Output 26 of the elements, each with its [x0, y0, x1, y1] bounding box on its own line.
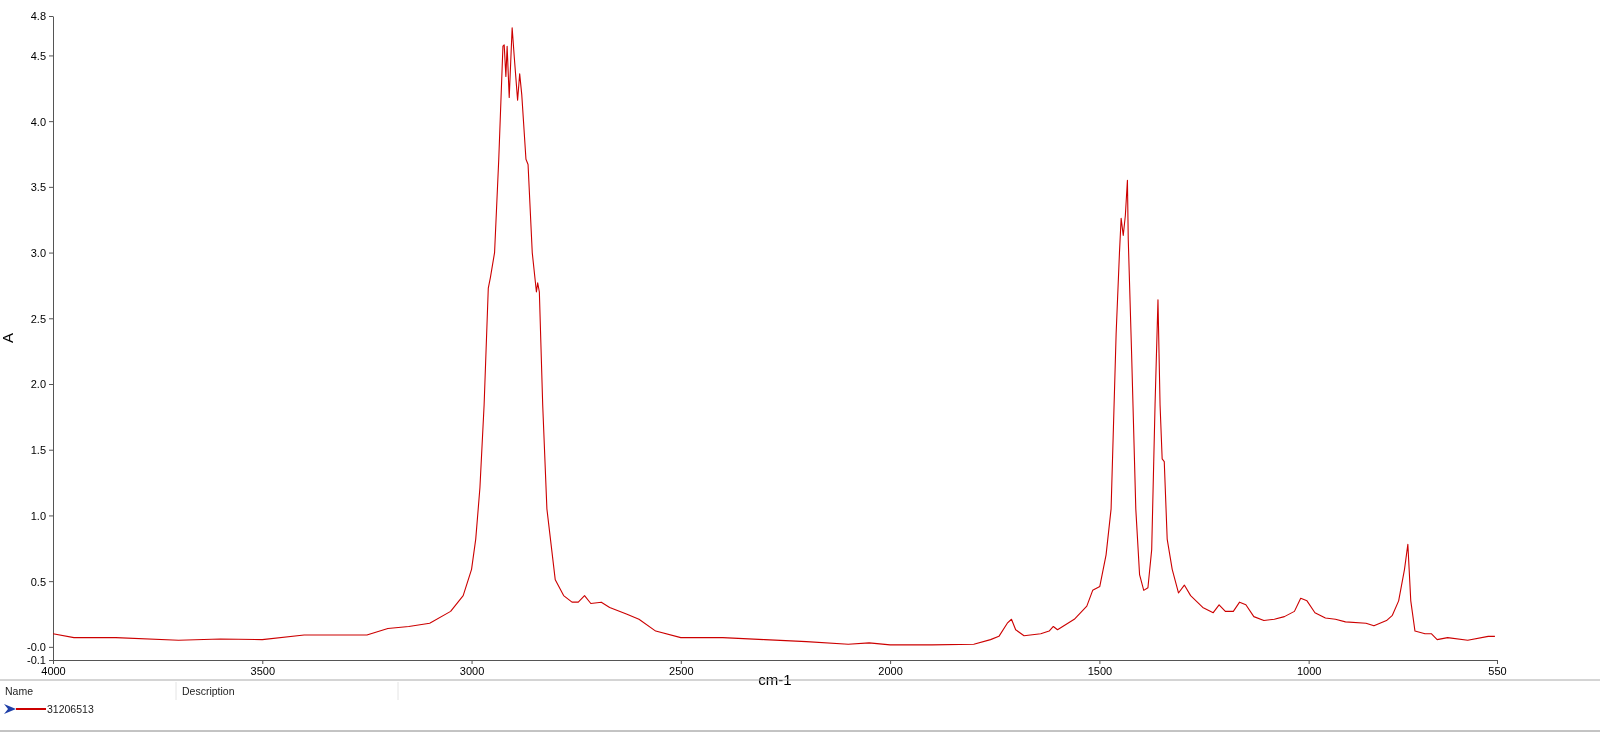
x-tick-label: 4000 [41, 664, 66, 677]
legend-label: 31206513 [47, 703, 94, 715]
text: Description [182, 685, 235, 697]
y-tick-label: 1.0 [30, 509, 46, 522]
y-tick-label: -0.0 [27, 641, 46, 654]
x-axis-title: cm-1 [758, 671, 792, 688]
y-tick-label: 0.5 [30, 575, 46, 588]
x-tick-label: 3500 [250, 664, 276, 677]
y-tick-label: 4.8 [30, 10, 46, 23]
x-tick-label: 1000 [1296, 664, 1322, 677]
y-tick-label: -0.1 [27, 654, 46, 667]
y-tick-label: 4.0 [30, 115, 46, 128]
y-tick-label: 3.5 [30, 181, 46, 194]
y-tick-label: 2.0 [30, 378, 46, 391]
y-tick-label: 3.0 [30, 246, 46, 259]
x-tick-label: 1500 [1087, 664, 1113, 677]
y-tick-label: 1.5 [30, 444, 46, 457]
x-tick-label: 2000 [878, 664, 903, 677]
y-tick-label: 2.5 [30, 312, 46, 325]
x-tick-label: 2500 [669, 664, 694, 677]
y-axis-title: A [0, 332, 16, 344]
text: Name [5, 685, 34, 697]
line-series [52, 27, 1496, 646]
y-tick-label: 4.5 [30, 49, 46, 62]
x-tick-label: 550 [1488, 664, 1507, 677]
x-tick-label: 3000 [459, 664, 485, 677]
